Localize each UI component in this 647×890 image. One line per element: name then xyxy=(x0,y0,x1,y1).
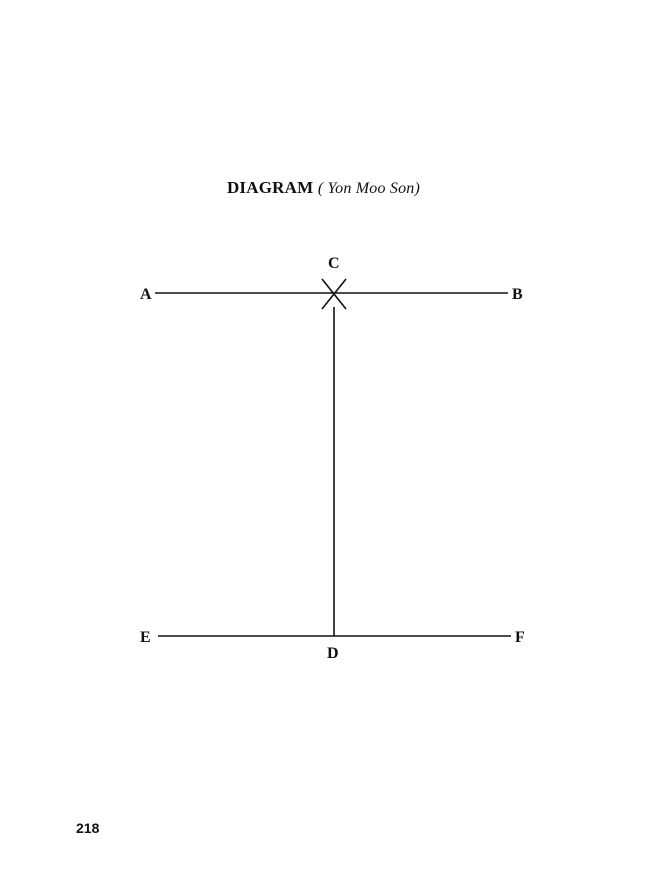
point-label-c: C xyxy=(328,255,340,272)
cross-mark-c-stroke-2 xyxy=(321,278,347,310)
page-number: 218 xyxy=(76,820,100,836)
point-label-e: E xyxy=(140,629,151,646)
point-label-d: D xyxy=(327,645,339,662)
point-label-a: A xyxy=(140,286,152,303)
point-label-f: F xyxy=(515,629,525,646)
diagram-title-main: DIAGRAM xyxy=(226,178,314,197)
point-label-b: B xyxy=(512,286,523,303)
diagram-title-sub: ( Yon Moo Son) xyxy=(317,180,421,197)
diagram-title: DIAGRAM ( Yon Moo Son) xyxy=(0,178,647,198)
